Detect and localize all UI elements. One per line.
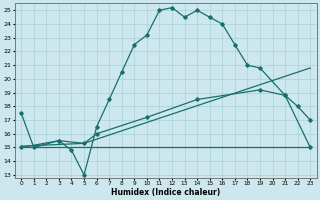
X-axis label: Humidex (Indice chaleur): Humidex (Indice chaleur) — [111, 188, 220, 197]
